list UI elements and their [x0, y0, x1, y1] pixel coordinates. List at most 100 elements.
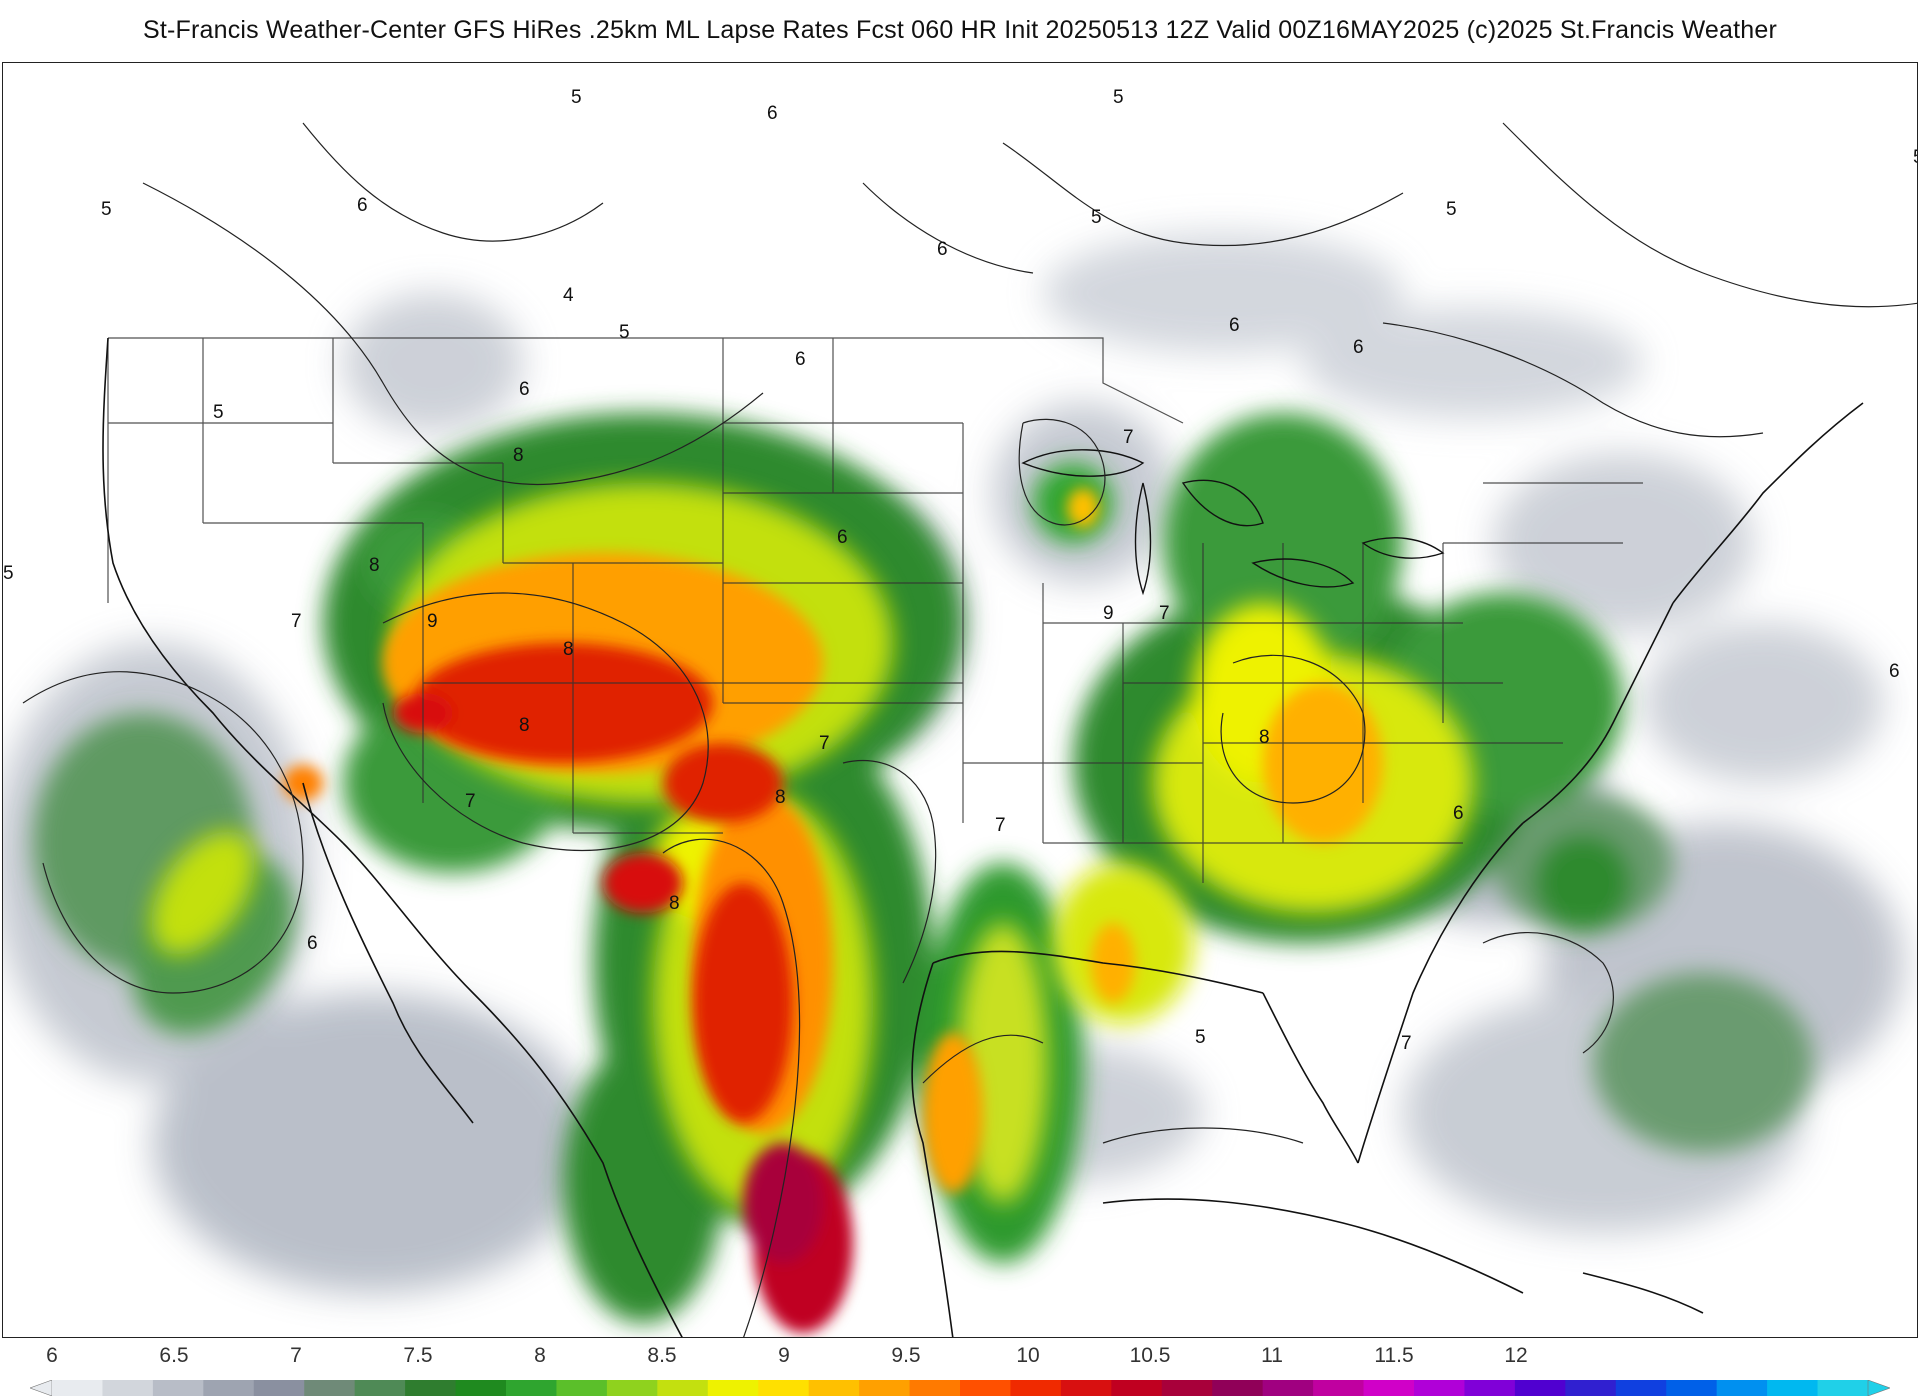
contour-label: 8	[669, 893, 680, 914]
colorbar-min-cap	[30, 1380, 53, 1396]
great-lakes	[1021, 449, 1445, 596]
legend-tick: 7.5	[403, 1344, 433, 1367]
contour-label: 5	[101, 199, 112, 220]
contour-label: 6	[937, 239, 948, 260]
colorbar-swatch	[1010, 1380, 1062, 1396]
contour-label: 5	[213, 402, 224, 423]
legend-tick: 10	[1016, 1344, 1040, 1367]
colorbar-swatch	[859, 1380, 911, 1396]
legend-tick: 11.5	[1374, 1344, 1414, 1367]
colorbar-swatch	[1464, 1380, 1516, 1396]
colorbar-swatch	[1262, 1380, 1314, 1396]
colorbar-swatch	[405, 1380, 457, 1396]
lapse-rate-map: 5 5 5 5 5 5 5 5 5 4 5 6 6 6 6 6 6 6 6 6 …	[3, 87, 1918, 1337]
contour-label: 7	[819, 733, 830, 754]
legend-tick: 10.5	[1129, 1344, 1171, 1367]
contour-label: 6	[767, 103, 778, 124]
colorbar-swatch	[1817, 1380, 1869, 1396]
colorbar-swatch	[1111, 1380, 1163, 1396]
contour-label: 7	[1123, 427, 1134, 448]
colorbar-swatch	[152, 1380, 204, 1396]
colorbar-swatch	[606, 1380, 658, 1396]
colorbar-swatch	[1565, 1380, 1617, 1396]
contour-label: 9	[427, 611, 438, 632]
contour-label: 6	[837, 527, 848, 548]
contour-label: 5	[619, 322, 630, 343]
colorbar-swatch	[1414, 1380, 1465, 1396]
contour-label: 7	[465, 791, 476, 812]
contour-label: 5	[3, 563, 14, 584]
contour-label: 8	[775, 787, 786, 808]
coastlines	[102, 337, 1864, 1337]
colorbar-swatch	[1313, 1380, 1365, 1396]
colorbar-swatch	[1060, 1380, 1112, 1396]
colorbar-max-cap	[1867, 1380, 1890, 1396]
colorbar-swatch	[1514, 1380, 1566, 1396]
legend-tick: 9	[778, 1344, 790, 1367]
colorbar-swatch	[253, 1380, 305, 1396]
contour-label: 6	[1353, 337, 1364, 358]
contour-label: 6	[1229, 315, 1240, 336]
legend-tick: 8.5	[647, 1344, 677, 1367]
contour-label: 4	[563, 285, 574, 306]
colorbar-swatch	[102, 1380, 154, 1396]
contour-label: 8	[563, 639, 574, 660]
contour-label: 6	[307, 933, 318, 954]
colorbar-swatch	[1363, 1380, 1415, 1396]
color-legend: 6 6.5 7 7.5 8 8.5 9 9.5 10 10.5 11 11.5 …	[0, 1340, 1920, 1400]
colorbar-swatch	[203, 1380, 255, 1396]
colorbar	[30, 1380, 1890, 1396]
legend-tick: 6.5	[159, 1344, 189, 1367]
colorbar-swatch	[1615, 1380, 1667, 1396]
contour-label: 8	[519, 715, 530, 736]
contour-label: 5	[1913, 147, 1918, 168]
state-boundaries	[107, 337, 1643, 883]
legend-tick: 7	[290, 1344, 302, 1367]
legend-tick: 11	[1261, 1344, 1283, 1367]
contour-label: 7	[995, 815, 1006, 836]
colorbar-swatch	[1666, 1380, 1718, 1396]
contour-label: 5	[571, 87, 582, 108]
contour-label: 6	[519, 379, 530, 400]
contour-label: 7	[1401, 1033, 1412, 1054]
contour-label: 5	[1113, 87, 1124, 108]
colorbar-swatch	[304, 1380, 356, 1396]
colorbar-swatch	[909, 1380, 961, 1396]
contour-labels: 5 5 5 5 5 5 5 5 5 4 5 6 6 6 6 6 6 6 6 6 …	[3, 87, 1918, 1054]
colorbar-swatch	[808, 1380, 860, 1396]
contour-label: 9	[1103, 603, 1114, 624]
contour-label: 8	[1259, 727, 1270, 748]
colorbar-swatch	[1767, 1380, 1819, 1396]
colorbar-swatch	[707, 1380, 759, 1396]
title-bar: St-Francis Weather-Center GFS HiRes .25k…	[0, 0, 1920, 62]
contour-label: 7	[1159, 603, 1170, 624]
colorbar-swatch	[960, 1380, 1011, 1396]
contour-label: 5	[1446, 199, 1457, 220]
contour-label: 6	[1889, 661, 1900, 682]
colorbar-swatch	[1212, 1380, 1264, 1396]
legend-tick: 9.5	[891, 1344, 921, 1367]
legend-tick: 8	[534, 1344, 546, 1367]
map-title: St-Francis Weather-Center GFS HiRes .25k…	[142, 16, 1778, 44]
contour-label: 8	[513, 445, 524, 466]
contour-label: 6	[1453, 803, 1464, 824]
map-frame: 5 5 5 5 5 5 5 5 5 4 5 6 6 6 6 6 6 6 6 6 …	[2, 62, 1918, 1338]
colorbar-swatch	[52, 1380, 103, 1396]
contour-label: 7	[291, 611, 302, 632]
colorbar-swatch	[1161, 1380, 1213, 1396]
contour-label: 6	[795, 349, 806, 370]
colorbar-swatch	[455, 1380, 507, 1396]
contour-label: 5	[1195, 1027, 1206, 1048]
colorbar-swatch	[758, 1380, 810, 1396]
contour-label: 6	[357, 195, 368, 216]
colorbar-swatch	[1716, 1380, 1768, 1396]
colorbar-swatch	[657, 1380, 709, 1396]
contour-lines	[22, 122, 1917, 1337]
colorbar-swatch	[556, 1380, 608, 1396]
contour-label: 8	[369, 555, 380, 576]
legend-tick: 12	[1504, 1344, 1528, 1367]
colorbar-swatch	[506, 1380, 557, 1396]
colorbar-swatch	[354, 1380, 406, 1396]
legend-tick: 6	[46, 1344, 58, 1367]
contour-label: 5	[1091, 207, 1102, 228]
